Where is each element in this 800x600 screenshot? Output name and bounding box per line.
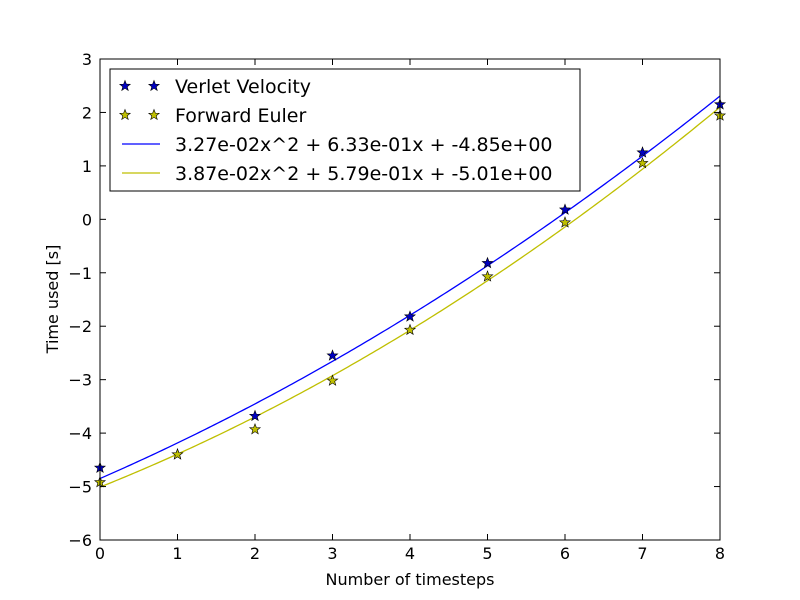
- data-point: [403, 323, 417, 336]
- data-point: [248, 423, 262, 435]
- legend: Verlet Velocity Forward Euler 3.27e-02x^2 …: [109, 68, 581, 192]
- y-tick-label: 0: [82, 210, 92, 229]
- legend-marker: [118, 79, 132, 92]
- data-point: [636, 156, 649, 169]
- x-tick-label: 6: [560, 544, 570, 563]
- data-point: [326, 374, 339, 386]
- y-tick-label: 2: [82, 103, 92, 122]
- x-tick-label: 2: [250, 544, 260, 563]
- data-point: [248, 409, 262, 422]
- x-tick-label: 4: [405, 544, 415, 563]
- y-axis-label: Time used [s]: [43, 245, 62, 355]
- legend-entry-label: Verlet Velocity: [175, 76, 311, 98]
- y-tick-label: −1: [68, 264, 92, 283]
- data-point: [558, 203, 572, 215]
- data-point: [636, 146, 649, 158]
- x-tick-label: 0: [95, 544, 105, 563]
- data-point: [171, 448, 184, 460]
- data-point: [481, 270, 494, 282]
- x-tick-label: 8: [715, 544, 725, 563]
- data-point: [558, 216, 572, 228]
- legend-entry-label: 3.87e-02x^2 + 5.79e-01x + -5.01e+00: [175, 163, 553, 185]
- y-tick-label: −2: [68, 317, 92, 336]
- y-tick-label: 1: [82, 157, 92, 176]
- y-tick-label: −4: [68, 424, 92, 443]
- axis-ticks: 0 1 2 3 4 5 6 7 8 −6 −5 −4 −3 −2 −1 0 1 2 3: [68, 50, 725, 563]
- legend-entry-label: Forward Euler: [175, 105, 306, 127]
- y-tick-label: −3: [68, 371, 92, 390]
- x-tick-label: 1: [172, 544, 182, 563]
- data-point: [403, 310, 417, 322]
- x-axis-label: Number of timesteps: [326, 570, 495, 589]
- data-point: [326, 349, 339, 361]
- data-point: [481, 256, 494, 269]
- y-tick-label: −5: [68, 478, 92, 497]
- y-tick-label: 3: [82, 50, 92, 69]
- y-tick-label: −6: [68, 531, 92, 550]
- legend-marker: [147, 79, 161, 92]
- x-tick-label: 3: [327, 544, 337, 563]
- legend-entry-label: 3.27e-02x^2 + 6.33e-01x + -4.85e+00: [175, 134, 553, 156]
- x-tick-label: 5: [482, 544, 492, 563]
- legend-frame: [109, 68, 581, 192]
- x-tick-label: 7: [637, 544, 647, 563]
- legend-marker: [118, 108, 132, 121]
- legend-marker: [147, 108, 161, 121]
